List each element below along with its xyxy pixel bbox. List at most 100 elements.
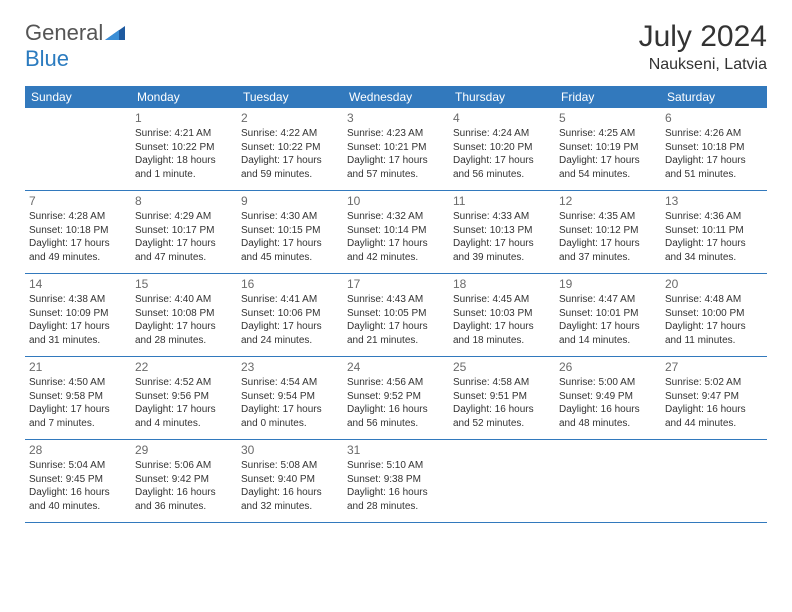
day-info-line: and 44 minutes. [665, 417, 763, 431]
day-cell: 27Sunrise: 5:02 AMSunset: 9:47 PMDayligh… [661, 357, 767, 439]
day-cell: 13Sunrise: 4:36 AMSunset: 10:11 PMDaylig… [661, 191, 767, 273]
day-cell: 24Sunrise: 4:56 AMSunset: 9:52 PMDayligh… [343, 357, 449, 439]
day-info-line: Sunset: 10:00 PM [665, 307, 763, 321]
day-cell: 4Sunrise: 4:24 AMSunset: 10:20 PMDayligh… [449, 108, 555, 190]
day-info-line: Sunset: 9:52 PM [347, 390, 445, 404]
day-cell [449, 440, 555, 522]
week-row: 21Sunrise: 4:50 AMSunset: 9:58 PMDayligh… [25, 357, 767, 440]
day-number: 13 [665, 193, 763, 209]
day-info-line: Sunrise: 4:58 AM [453, 376, 551, 390]
day-info-line: and 18 minutes. [453, 334, 551, 348]
day-info-line: and 4 minutes. [135, 417, 233, 431]
day-cell: 10Sunrise: 4:32 AMSunset: 10:14 PMDaylig… [343, 191, 449, 273]
day-info-line: Sunset: 10:14 PM [347, 224, 445, 238]
day-info-line: Sunset: 10:18 PM [665, 141, 763, 155]
day-info-line: and 14 minutes. [559, 334, 657, 348]
day-info-line: Sunrise: 4:47 AM [559, 293, 657, 307]
day-number: 16 [241, 276, 339, 292]
day-info-line: Daylight: 17 hours [135, 403, 233, 417]
day-info-line: Sunrise: 5:08 AM [241, 459, 339, 473]
day-info-line: Sunset: 9:42 PM [135, 473, 233, 487]
day-info-line: Sunset: 10:15 PM [241, 224, 339, 238]
day-info-line: Daylight: 16 hours [135, 486, 233, 500]
day-cell: 5Sunrise: 4:25 AMSunset: 10:19 PMDayligh… [555, 108, 661, 190]
day-info-line: Sunset: 9:45 PM [29, 473, 127, 487]
day-info-line: Sunset: 10:13 PM [453, 224, 551, 238]
day-cell: 12Sunrise: 4:35 AMSunset: 10:12 PMDaylig… [555, 191, 661, 273]
day-info-line: Daylight: 16 hours [347, 403, 445, 417]
day-info-line: Daylight: 16 hours [665, 403, 763, 417]
day-info-line: Daylight: 17 hours [135, 237, 233, 251]
day-info-line: and 31 minutes. [29, 334, 127, 348]
day-cell: 23Sunrise: 4:54 AMSunset: 9:54 PMDayligh… [237, 357, 343, 439]
day-cell: 15Sunrise: 4:40 AMSunset: 10:08 PMDaylig… [131, 274, 237, 356]
day-cell: 30Sunrise: 5:08 AMSunset: 9:40 PMDayligh… [237, 440, 343, 522]
day-cell: 17Sunrise: 4:43 AMSunset: 10:05 PMDaylig… [343, 274, 449, 356]
calendar-grid: SundayMondayTuesdayWednesdayThursdayFrid… [25, 86, 767, 523]
day-info-line: and 56 minutes. [347, 417, 445, 431]
day-info-line: Daylight: 17 hours [241, 154, 339, 168]
day-cell: 9Sunrise: 4:30 AMSunset: 10:15 PMDayligh… [237, 191, 343, 273]
day-info-line: and 59 minutes. [241, 168, 339, 182]
day-cell [555, 440, 661, 522]
day-number: 7 [29, 193, 127, 209]
day-info-line: Sunrise: 4:23 AM [347, 127, 445, 141]
day-cell [661, 440, 767, 522]
week-row: 7Sunrise: 4:28 AMSunset: 10:18 PMDayligh… [25, 191, 767, 274]
day-info-line: Sunrise: 4:26 AM [665, 127, 763, 141]
day-number: 30 [241, 442, 339, 458]
day-number: 4 [453, 110, 551, 126]
day-info-line: and 28 minutes. [135, 334, 233, 348]
day-info-line: Daylight: 17 hours [241, 237, 339, 251]
day-info-line: Daylight: 17 hours [241, 403, 339, 417]
day-info-line: Sunrise: 4:54 AM [241, 376, 339, 390]
day-info-line: Daylight: 17 hours [559, 154, 657, 168]
month-year-title: July 2024 [639, 20, 767, 54]
day-info-line: Daylight: 17 hours [29, 237, 127, 251]
day-info-line: Sunset: 10:08 PM [135, 307, 233, 321]
day-number: 3 [347, 110, 445, 126]
day-info-line: Sunset: 10:21 PM [347, 141, 445, 155]
day-info-line: Sunrise: 4:40 AM [135, 293, 233, 307]
day-info-line: and 1 minute. [135, 168, 233, 182]
day-cell: 29Sunrise: 5:06 AMSunset: 9:42 PMDayligh… [131, 440, 237, 522]
day-cell: 31Sunrise: 5:10 AMSunset: 9:38 PMDayligh… [343, 440, 449, 522]
day-info-line: Daylight: 17 hours [135, 320, 233, 334]
day-info-line: and 39 minutes. [453, 251, 551, 265]
day-info-line: and 32 minutes. [241, 500, 339, 514]
day-cell: 16Sunrise: 4:41 AMSunset: 10:06 PMDaylig… [237, 274, 343, 356]
day-info-line: Sunrise: 4:24 AM [453, 127, 551, 141]
day-number: 17 [347, 276, 445, 292]
day-cell: 2Sunrise: 4:22 AMSunset: 10:22 PMDayligh… [237, 108, 343, 190]
day-info-line: Sunrise: 4:41 AM [241, 293, 339, 307]
day-number: 23 [241, 359, 339, 375]
day-info-line: Sunrise: 4:32 AM [347, 210, 445, 224]
day-cell: 19Sunrise: 4:47 AMSunset: 10:01 PMDaylig… [555, 274, 661, 356]
day-info-line: and 42 minutes. [347, 251, 445, 265]
day-info-line: Sunset: 9:51 PM [453, 390, 551, 404]
day-info-line: Sunset: 10:18 PM [29, 224, 127, 238]
day-info-line: and 7 minutes. [29, 417, 127, 431]
day-info-line: Sunset: 9:49 PM [559, 390, 657, 404]
day-info-line: Daylight: 17 hours [453, 320, 551, 334]
day-number: 18 [453, 276, 551, 292]
day-info-line: and 52 minutes. [453, 417, 551, 431]
day-info-line: and 24 minutes. [241, 334, 339, 348]
day-info-line: Daylight: 18 hours [135, 154, 233, 168]
day-info-line: Sunrise: 4:33 AM [453, 210, 551, 224]
weekday-label: Sunday [25, 86, 131, 108]
day-info-line: Daylight: 17 hours [241, 320, 339, 334]
day-number: 9 [241, 193, 339, 209]
day-info-line: and 51 minutes. [665, 168, 763, 182]
brand-part1: General [25, 20, 103, 45]
day-info-line: Sunset: 10:01 PM [559, 307, 657, 321]
day-info-line: Sunset: 10:17 PM [135, 224, 233, 238]
day-info-line: Daylight: 16 hours [29, 486, 127, 500]
day-info-line: Daylight: 17 hours [665, 320, 763, 334]
day-info-line: Sunset: 9:54 PM [241, 390, 339, 404]
day-info-line: Daylight: 17 hours [453, 154, 551, 168]
day-number: 11 [453, 193, 551, 209]
day-info-line: Sunset: 10:11 PM [665, 224, 763, 238]
day-info-line: Daylight: 17 hours [347, 237, 445, 251]
day-info-line: Sunset: 9:38 PM [347, 473, 445, 487]
